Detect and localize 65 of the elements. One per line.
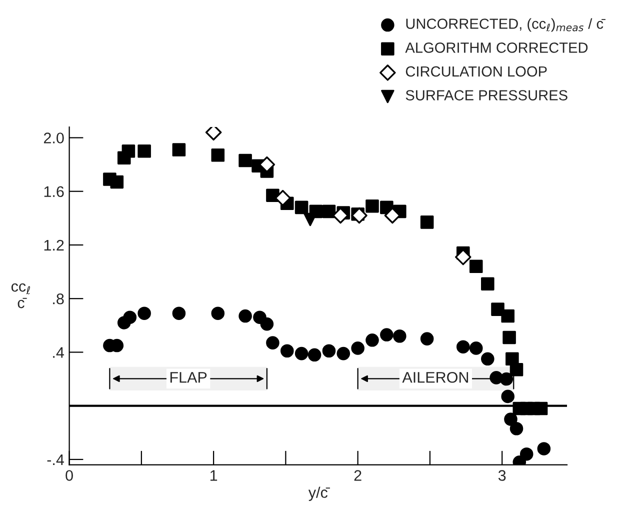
point <box>211 306 225 320</box>
point <box>308 348 322 362</box>
point <box>322 344 336 358</box>
y-tick-label: 1.6 <box>44 186 64 198</box>
point <box>258 156 276 173</box>
point <box>420 332 434 346</box>
point <box>456 340 470 354</box>
point <box>504 412 518 426</box>
point <box>322 204 336 218</box>
point <box>481 352 494 366</box>
point <box>122 144 136 158</box>
point <box>380 328 394 342</box>
point <box>366 334 379 347</box>
point <box>366 199 379 213</box>
legend-label: CIRCULATION LOOP <box>406 66 547 77</box>
point <box>510 422 524 436</box>
y-tick-label: .8 <box>53 293 64 304</box>
point <box>110 175 124 189</box>
x-tick-label: 3 <box>498 470 506 481</box>
point <box>469 260 483 274</box>
point <box>294 200 308 214</box>
point <box>500 372 514 386</box>
point <box>238 154 252 168</box>
point <box>501 390 514 404</box>
point <box>294 346 308 360</box>
band-label: AILERON <box>402 372 468 383</box>
point <box>123 310 137 324</box>
point <box>534 402 548 416</box>
band-label: FLAP <box>170 372 207 383</box>
point <box>304 212 317 226</box>
point <box>266 336 280 350</box>
point <box>502 330 516 344</box>
y-tick-label: 1.2 <box>44 240 64 251</box>
point <box>138 144 151 158</box>
point <box>274 190 291 206</box>
legend-label: UNCORRECTED, (cc$_{ℓ}$)$_{meas}$ / c̄ <box>406 18 606 32</box>
point <box>351 342 364 355</box>
y-tick-label: 2.0 <box>44 132 64 144</box>
point <box>501 309 514 323</box>
x-axis-title: y/c̄ <box>308 486 330 501</box>
point <box>537 442 551 456</box>
point <box>351 207 368 224</box>
legend-label: SURFACE PRESSURES <box>406 90 568 100</box>
point <box>172 143 186 156</box>
point <box>336 346 350 360</box>
point <box>211 148 225 162</box>
point <box>520 447 534 461</box>
x-tick-label: 2 <box>354 470 362 481</box>
y-axis-title: cc$_{ℓ}$ c̄ <box>11 283 30 308</box>
point <box>469 342 483 355</box>
point <box>172 306 186 320</box>
x-tick-label: 1 <box>210 470 218 481</box>
y-tick-label: .4 <box>53 347 64 358</box>
point <box>420 216 434 229</box>
legend-label: ALGORITHM CORRECTED <box>405 42 588 53</box>
point <box>280 344 294 358</box>
point <box>205 127 222 140</box>
y-tick-label: -.4 <box>47 454 64 465</box>
point <box>138 306 151 320</box>
point <box>510 362 524 376</box>
x-tick-label: 0 <box>66 470 73 481</box>
point <box>238 309 252 323</box>
point <box>393 329 406 343</box>
point <box>481 277 494 290</box>
point <box>260 317 274 331</box>
